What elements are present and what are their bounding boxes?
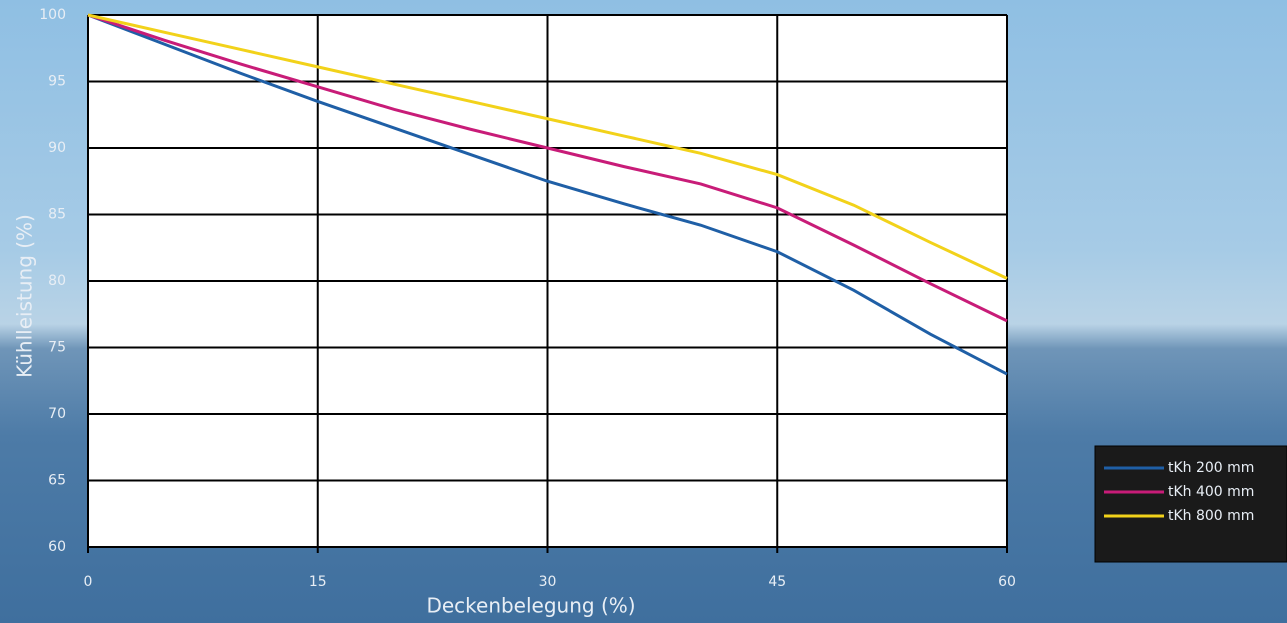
y-tick-label: 95: [48, 74, 66, 90]
x-tick-label: 60: [998, 574, 1016, 590]
x-tick-label: 0: [84, 574, 93, 590]
y-axis-label: Kühlleistung (%): [13, 214, 37, 378]
y-tick-label: 80: [48, 273, 66, 289]
y-tick-label: 70: [48, 406, 66, 422]
x-tick-label: 15: [309, 574, 327, 590]
legend-label: tKh 400 mm: [1168, 484, 1254, 500]
x-tick-label: 30: [539, 574, 557, 590]
legend-label: tKh 800 mm: [1168, 508, 1254, 524]
legend-label: tKh 200 mm: [1168, 460, 1254, 476]
data-line: [87, 13, 1008, 376]
y-tick-label: 65: [48, 473, 66, 489]
y-tick-label: 60: [48, 539, 66, 555]
x-tick-label: 45: [768, 574, 786, 590]
data-line: [87, 13, 1008, 280]
legend: [1094, 445, 1287, 563]
x-axis-label: Deckenbelegung (%): [426, 594, 635, 618]
y-tick-label: 75: [48, 340, 66, 356]
y-tick-label: 90: [48, 140, 66, 156]
data-line: [87, 13, 1008, 323]
y-tick-label: 85: [48, 207, 66, 223]
y-tick-label: 100: [39, 7, 66, 23]
